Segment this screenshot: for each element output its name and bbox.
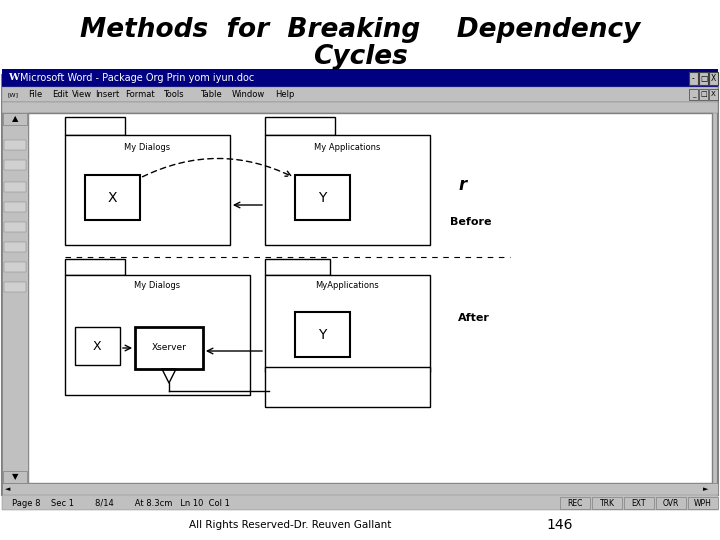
Text: W: W — [8, 73, 19, 83]
FancyBboxPatch shape — [65, 135, 230, 245]
FancyBboxPatch shape — [4, 202, 26, 212]
FancyBboxPatch shape — [3, 471, 27, 483]
FancyBboxPatch shape — [709, 72, 718, 85]
FancyBboxPatch shape — [4, 182, 26, 192]
Text: TRK: TRK — [600, 498, 614, 508]
FancyBboxPatch shape — [65, 259, 125, 275]
Text: Insert: Insert — [95, 90, 120, 99]
Text: ►: ► — [703, 486, 708, 492]
FancyBboxPatch shape — [592, 497, 622, 509]
Text: Tools: Tools — [163, 90, 184, 99]
Text: Before: Before — [450, 217, 492, 227]
Text: All Rights Reserved-Dr. Reuven Gallant: All Rights Reserved-Dr. Reuven Gallant — [189, 520, 391, 530]
FancyBboxPatch shape — [689, 72, 698, 85]
FancyBboxPatch shape — [4, 140, 26, 150]
Text: MyApplications: MyApplications — [315, 281, 379, 291]
Text: My Dialogs: My Dialogs — [125, 143, 171, 152]
Text: Edit: Edit — [52, 90, 68, 99]
FancyBboxPatch shape — [265, 259, 330, 275]
FancyBboxPatch shape — [265, 367, 430, 407]
Text: Cycles: Cycles — [312, 44, 408, 70]
FancyBboxPatch shape — [699, 72, 708, 85]
Text: Y: Y — [318, 328, 326, 342]
Text: Microsoft Word - Package Org Prin yom iyun.doc: Microsoft Word - Package Org Prin yom iy… — [20, 73, 254, 83]
Text: My Applications: My Applications — [315, 143, 381, 152]
Text: View: View — [72, 90, 92, 99]
Text: WPH: WPH — [694, 498, 712, 508]
Text: 146: 146 — [546, 518, 573, 532]
FancyBboxPatch shape — [295, 175, 350, 220]
FancyBboxPatch shape — [2, 87, 718, 102]
FancyBboxPatch shape — [265, 135, 430, 245]
Text: REC: REC — [567, 498, 582, 508]
FancyBboxPatch shape — [295, 312, 350, 357]
Text: My Dialogs: My Dialogs — [135, 281, 181, 291]
FancyBboxPatch shape — [624, 497, 654, 509]
FancyBboxPatch shape — [4, 222, 26, 232]
FancyBboxPatch shape — [85, 175, 140, 220]
FancyBboxPatch shape — [699, 89, 708, 100]
FancyBboxPatch shape — [3, 113, 27, 125]
Text: X: X — [93, 340, 102, 353]
Text: -: - — [692, 74, 695, 83]
Text: ◄: ◄ — [5, 486, 11, 492]
FancyBboxPatch shape — [4, 262, 26, 272]
FancyBboxPatch shape — [2, 75, 718, 495]
Text: □: □ — [700, 91, 707, 98]
FancyBboxPatch shape — [28, 113, 712, 483]
FancyBboxPatch shape — [4, 282, 26, 292]
Text: Window: Window — [232, 90, 265, 99]
Text: After: After — [458, 313, 490, 323]
Text: X: X — [711, 91, 716, 98]
FancyBboxPatch shape — [709, 89, 718, 100]
FancyBboxPatch shape — [2, 69, 718, 87]
FancyBboxPatch shape — [560, 497, 590, 509]
FancyBboxPatch shape — [75, 327, 120, 365]
Text: □: □ — [700, 74, 707, 83]
Text: ▼: ▼ — [12, 472, 18, 482]
FancyBboxPatch shape — [265, 117, 335, 135]
Text: ▲: ▲ — [12, 114, 18, 124]
FancyBboxPatch shape — [689, 89, 698, 100]
Text: Table: Table — [200, 90, 222, 99]
FancyBboxPatch shape — [2, 483, 718, 495]
Text: Page 8    Sec 1        8/14        At 8.3cm   Ln 10  Col 1: Page 8 Sec 1 8/14 At 8.3cm Ln 10 Col 1 — [12, 498, 230, 508]
FancyBboxPatch shape — [688, 497, 718, 509]
Text: r: r — [458, 176, 467, 194]
Text: X: X — [107, 191, 117, 205]
FancyBboxPatch shape — [65, 117, 125, 135]
FancyBboxPatch shape — [2, 102, 718, 113]
FancyBboxPatch shape — [2, 495, 718, 510]
FancyBboxPatch shape — [65, 275, 250, 395]
FancyBboxPatch shape — [135, 327, 203, 369]
Text: X: X — [711, 74, 716, 83]
Text: _: _ — [692, 91, 696, 98]
Text: File: File — [28, 90, 42, 99]
Text: EXT: EXT — [631, 498, 647, 508]
Text: Methods  for  Breaking    Dependency: Methods for Breaking Dependency — [80, 17, 640, 43]
Text: Xserver: Xserver — [152, 343, 186, 353]
Text: Y: Y — [318, 191, 326, 205]
FancyBboxPatch shape — [265, 275, 430, 372]
Text: [W]: [W] — [8, 92, 19, 97]
FancyBboxPatch shape — [4, 242, 26, 252]
FancyBboxPatch shape — [656, 497, 686, 509]
FancyBboxPatch shape — [2, 113, 28, 483]
Text: OVR: OVR — [663, 498, 679, 508]
Text: Help: Help — [275, 90, 294, 99]
Text: Format: Format — [125, 90, 155, 99]
FancyBboxPatch shape — [4, 160, 26, 170]
